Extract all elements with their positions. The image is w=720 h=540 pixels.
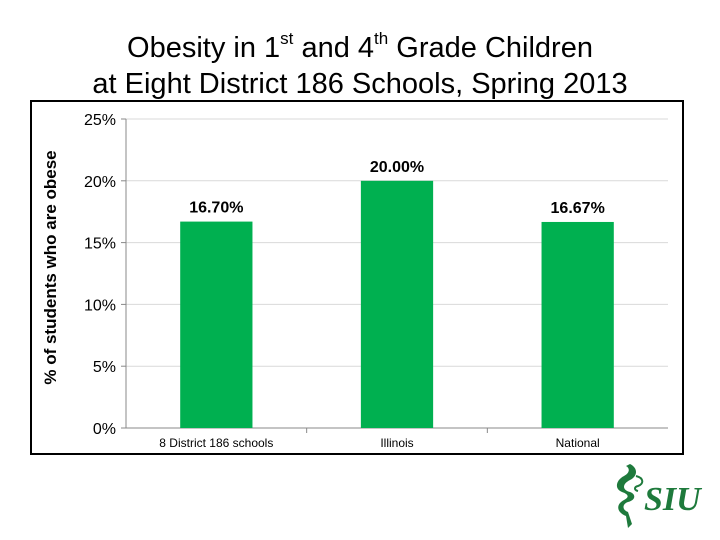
y-tick-label: 5%	[93, 359, 116, 376]
bar	[541, 221, 614, 428]
chart-frame: 0% 5% 10% 15% 20% 25% 16.70% 8 District 186 sch…	[30, 100, 684, 455]
data-label: 20.00%	[370, 159, 424, 176]
chart-title: Obesity in 1st and 4th Grade Children at…	[0, 30, 720, 102]
y-axis-label: % of students who are obese	[41, 150, 60, 384]
y-tick-label: 20%	[84, 174, 116, 191]
chart-title-line-1: Obesity in 1st and 4th Grade Children	[127, 29, 593, 64]
x-tick-label: Illinois	[380, 436, 413, 450]
siu-logo-text: SIU	[644, 481, 703, 518]
y-tick-label: 10%	[84, 297, 116, 314]
bar	[360, 180, 434, 428]
siu-logo: SIU	[616, 464, 703, 528]
data-label: 16.67%	[551, 200, 605, 217]
chart-title-line-2: at Eight District 186 Schools, Spring 20…	[92, 68, 628, 100]
y-tick-label: 25%	[84, 112, 116, 129]
x-tick-label: 8 District 186 schools	[159, 436, 273, 450]
torch-swirl	[634, 475, 644, 492]
y-tick-label: 0%	[93, 421, 116, 438]
bar	[180, 221, 253, 428]
x-tick-label: National	[556, 436, 600, 450]
bar-chart: 0% 5% 10% 15% 20% 25% 16.70% 8 District 186 sch…	[41, 112, 668, 450]
data-label: 16.70%	[189, 200, 243, 217]
y-tick-label: 15%	[84, 236, 116, 253]
torch-icon	[616, 464, 636, 528]
